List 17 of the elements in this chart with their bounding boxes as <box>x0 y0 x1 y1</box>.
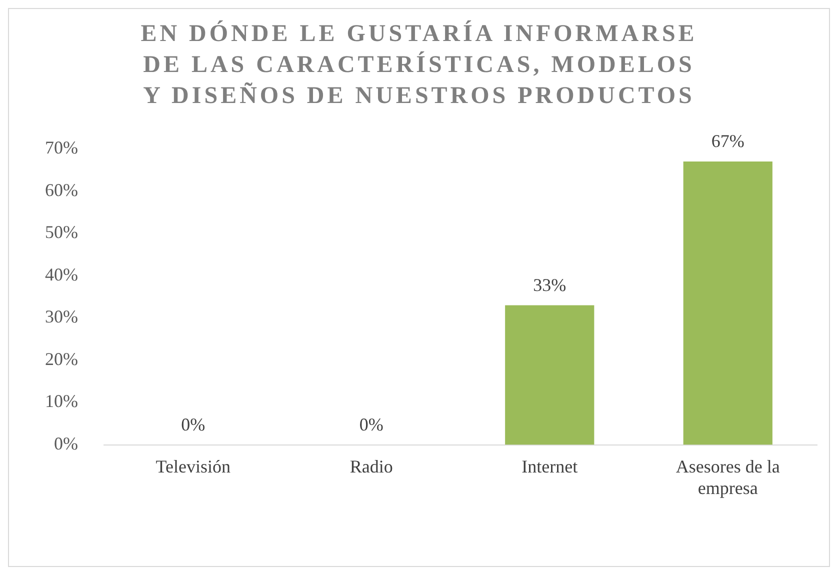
x-tick-label: Radio <box>350 456 393 476</box>
x-tick-label: Asesores de la empresa <box>676 456 780 498</box>
data-label: 0% <box>181 414 206 435</box>
data-label: 67% <box>711 131 744 152</box>
x-tick-label: Internet <box>522 456 578 476</box>
y-tick-label: 60% <box>44 180 78 200</box>
data-label: 33% <box>533 274 566 295</box>
y-tick-label: 20% <box>44 348 78 369</box>
y-tick-label: 30% <box>44 306 78 327</box>
y-tick-label: 70% <box>44 138 78 158</box>
y-tick-label: 50% <box>44 222 78 242</box>
x-tick-label: Televisión <box>156 456 230 476</box>
y-tick-label: 10% <box>44 391 78 412</box>
y-tick-label: 0% <box>54 434 78 454</box>
chart-title: EN DÓNDE LE GUSTARÍA INFORMARSE DE LAS CARACTERÍSTICAS, MODELOS Y DISEÑOS DE NUESTROS PRODUCTOS <box>140 19 698 111</box>
y-tick-label: 40% <box>44 264 78 284</box>
data-label: 0% <box>359 414 384 435</box>
